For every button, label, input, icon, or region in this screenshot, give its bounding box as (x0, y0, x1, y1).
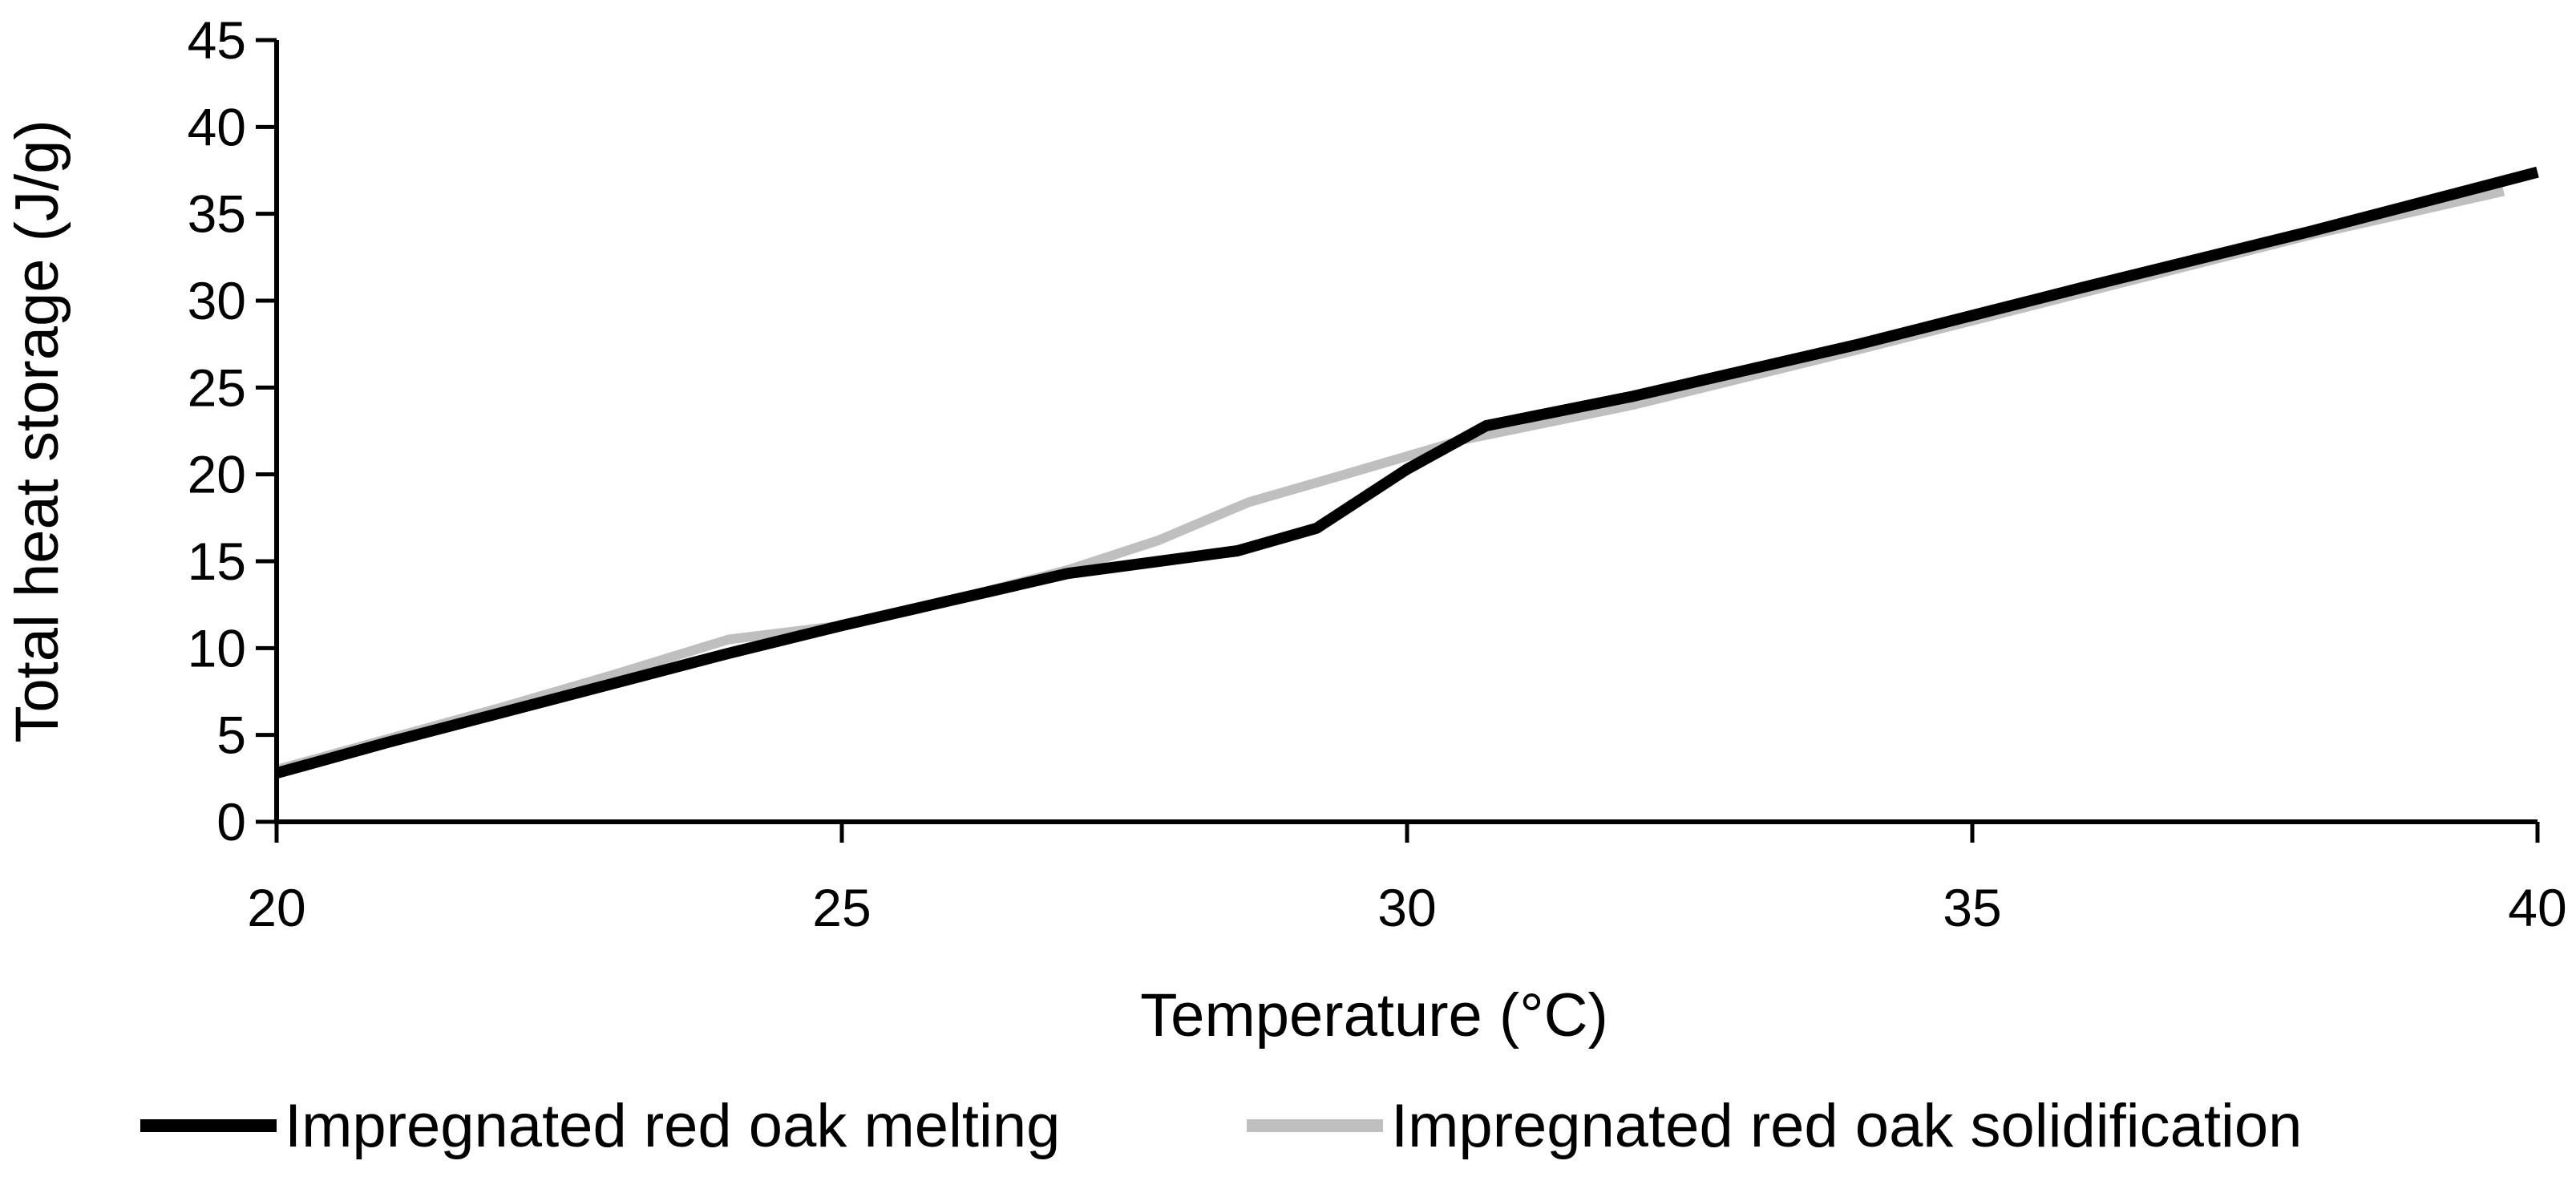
x-tick-label: 20 (247, 878, 305, 937)
x-tick-label: 30 (1377, 878, 1436, 937)
x-tick-label: 35 (1943, 878, 2001, 937)
y-tick-label: 10 (188, 618, 246, 677)
y-tick-label: 15 (188, 532, 246, 591)
legend: Impregnated red oak melting Impregnated … (140, 1092, 2302, 1160)
x-tick-label: 40 (2508, 878, 2566, 937)
plot-lines (275, 166, 2539, 779)
series-line-melting (275, 166, 2539, 779)
y-tick-label: 40 (188, 97, 246, 156)
ticks: 0 5 10 15 20 25 30 35 40 45 20 25 30 35 40 (188, 10, 2567, 937)
y-axis-title: Total heat storage (J/g) (3, 119, 71, 742)
y-tick-label: 20 (188, 445, 246, 504)
y-tick-label: 45 (188, 10, 246, 70)
x-axis-title: Temperature (°C) (1140, 981, 1608, 1050)
x-tick-label: 25 (812, 878, 871, 937)
y-tick-label: 30 (188, 271, 246, 330)
y-tick-label: 0 (216, 792, 246, 851)
axes (274, 40, 2538, 824)
legend-label-melting: Impregnated red oak melting (285, 1092, 1060, 1160)
legend-label-solidification: Impregnated red oak solidification (1391, 1092, 2302, 1160)
y-tick-label: 35 (188, 184, 246, 244)
y-tick-label: 25 (188, 358, 246, 417)
y-tick-label: 5 (216, 706, 246, 765)
